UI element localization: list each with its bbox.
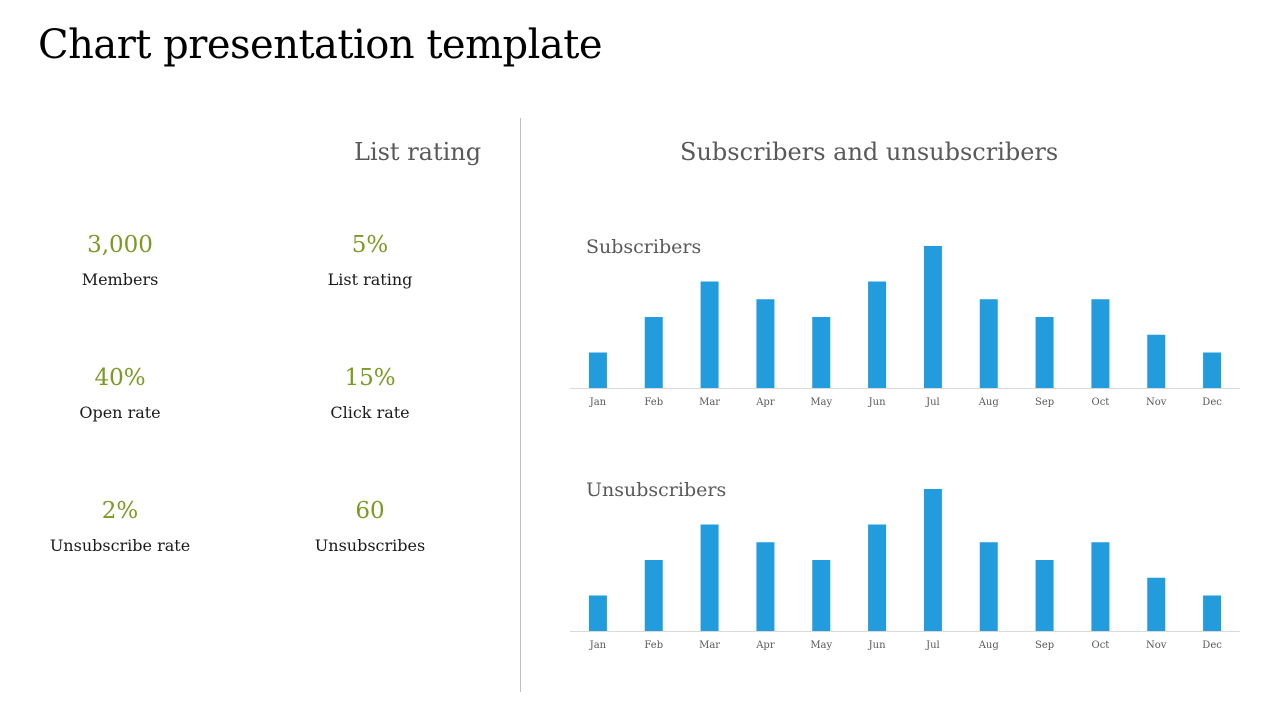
stat-value: 5% xyxy=(351,232,389,258)
stat-label: Unsubscribes xyxy=(314,536,426,555)
unsubscribers-bar-chart: Jan Feb Mar Apr May Jun Jul Aug Sep Oct Nov Dec xyxy=(570,489,1240,651)
bar-mar xyxy=(700,281,719,388)
tick-label-sep: Sep xyxy=(1035,397,1054,408)
bar-dec xyxy=(1203,352,1222,388)
bar-dec xyxy=(1203,595,1222,631)
tick-label-dec: Dec xyxy=(1202,397,1222,408)
tick-label-may: May xyxy=(810,640,832,651)
tick-label-apr: Apr xyxy=(755,640,775,651)
bar-jul xyxy=(923,489,942,631)
stat-value: 3,000 xyxy=(87,232,153,258)
tick-label-jan: Jan xyxy=(589,640,607,651)
subscribers-chart-title: Subscribers xyxy=(586,236,702,258)
stat-label: Click rate xyxy=(330,403,410,422)
stat-click-rate: 15% Click rate xyxy=(250,363,490,423)
stat-label: Open rate xyxy=(79,403,161,422)
tick-label-feb: Feb xyxy=(644,640,663,651)
bar-jun xyxy=(868,281,887,388)
tick-label-mar: Mar xyxy=(699,640,720,651)
tick-label-jun: Jun xyxy=(868,397,886,408)
stat-value: 60 xyxy=(355,498,385,524)
tick-label-nov: Nov xyxy=(1146,640,1167,651)
stat-label: List rating xyxy=(327,270,413,289)
list-rating-heading: List rating xyxy=(354,138,482,166)
bar-oct xyxy=(1091,542,1110,631)
stat-label: Unsubscribe rate xyxy=(49,536,191,555)
stat-value: 15% xyxy=(344,365,396,391)
tick-label-may: May xyxy=(810,397,832,408)
bar-nov xyxy=(1147,334,1166,388)
bar-aug xyxy=(979,542,998,631)
stat-unsubscribes: 60 Unsubscribes xyxy=(250,496,490,556)
tick-label-oct: Oct xyxy=(1092,397,1110,408)
subscribers-heading: Subscribers and unsubscribers xyxy=(680,138,1059,166)
bar-apr xyxy=(756,299,775,388)
subscribers-bar-chart: Jan Feb Mar Apr May Jun Jul Aug Sep Oct Nov Dec xyxy=(570,246,1240,408)
tick-label-jul: Jul xyxy=(925,397,940,408)
stat-list-rating: 5% List rating xyxy=(250,230,490,290)
tick-label-apr: Apr xyxy=(755,397,775,408)
bar-jul xyxy=(923,246,942,388)
unsubscribers-chart-title: Unsubscribers xyxy=(586,479,727,501)
bar-sep xyxy=(1035,317,1054,388)
tick-label-mar: Mar xyxy=(699,397,720,408)
stat-members: 3,000 Members xyxy=(0,230,240,290)
bar-jun xyxy=(868,524,887,631)
bar-aug xyxy=(979,299,998,388)
bar-feb xyxy=(644,560,663,631)
bar-oct xyxy=(1091,299,1110,388)
bar-apr xyxy=(756,542,775,631)
tick-label-jun: Jun xyxy=(868,640,886,651)
bar-jan xyxy=(588,595,607,631)
tick-label-dec: Dec xyxy=(1202,640,1222,651)
stat-open-rate: 40% Open rate xyxy=(0,363,240,423)
bar-jan xyxy=(588,352,607,388)
bar-feb xyxy=(644,317,663,388)
stat-label: Members xyxy=(81,270,159,289)
bar-may xyxy=(812,560,831,631)
tick-label-aug: Aug xyxy=(978,640,1000,651)
stat-value: 40% xyxy=(94,365,146,391)
tick-label-oct: Oct xyxy=(1092,640,1110,651)
bar-sep xyxy=(1035,560,1054,631)
stat-value: 2% xyxy=(101,498,139,524)
vertical-divider xyxy=(520,118,521,692)
stat-unsubscribe-rate: 2% Unsubscribe rate xyxy=(0,496,240,556)
tick-label-aug: Aug xyxy=(978,397,1000,408)
tick-label-jan: Jan xyxy=(589,397,607,408)
tick-label-sep: Sep xyxy=(1035,640,1054,651)
bar-nov xyxy=(1147,577,1166,631)
page-title: Chart presentation template xyxy=(38,22,603,68)
tick-label-nov: Nov xyxy=(1146,397,1167,408)
tick-label-jul: Jul xyxy=(925,640,940,651)
bar-mar xyxy=(700,524,719,631)
tick-label-feb: Feb xyxy=(644,397,663,408)
bar-may xyxy=(812,317,831,388)
